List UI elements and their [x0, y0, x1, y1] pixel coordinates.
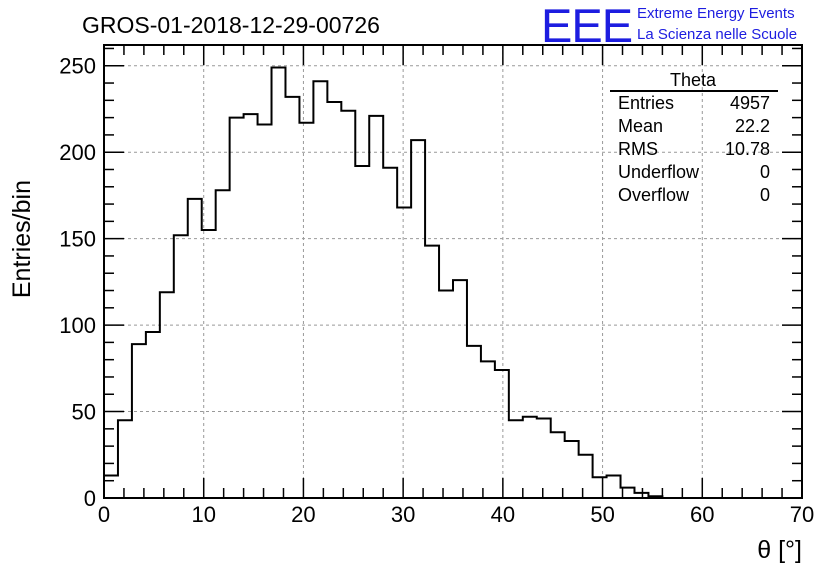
- eee-logo-mark: EEE: [541, 0, 632, 52]
- histogram-bin: [411, 140, 425, 498]
- grid-lines: [104, 45, 802, 498]
- stats-row-label: Mean: [618, 116, 663, 136]
- histogram-bin: [607, 476, 621, 498]
- axis-ticks: 0 10 20 30 40 50 60 70 0 50 100 150 200 250: [59, 45, 814, 527]
- stats-row-label: Entries: [618, 93, 674, 113]
- x-tick-label: 70: [790, 502, 814, 527]
- histogram-bin: [272, 67, 286, 498]
- histogram-bin: [285, 97, 299, 498]
- x-axis-label: θ [°]: [757, 536, 802, 564]
- stats-row-value: 0: [760, 162, 770, 182]
- histogram-bin: [188, 199, 202, 498]
- histogram-bin: [369, 116, 383, 498]
- stats-row-label: Overflow: [618, 185, 690, 205]
- y-axis-label: Entries/bin: [8, 180, 36, 298]
- x-tick-label: 50: [590, 502, 614, 527]
- eee-logo-line2: La Scienza nelle Scuole: [637, 26, 797, 43]
- x-tick-label: 40: [491, 502, 515, 527]
- x-tick-label: 30: [391, 502, 415, 527]
- stats-row-value: 4957: [730, 93, 770, 113]
- eee-logo: EEE Extreme Energy Events La Scienza nel…: [541, 0, 797, 52]
- y-tick-label: 0: [84, 486, 96, 511]
- histogram-bin: [579, 455, 593, 498]
- histogram-bin: [313, 81, 327, 498]
- histogram-bin: [397, 208, 411, 498]
- y-tick-label: 200: [59, 140, 96, 165]
- x-tick-label: 0: [98, 502, 110, 527]
- histogram-bin: [439, 291, 453, 498]
- histogram-bin: [216, 190, 230, 498]
- stats-row-value: 22.2: [735, 116, 770, 136]
- x-tick-label: 10: [191, 502, 215, 527]
- stats-row-label: RMS: [618, 139, 658, 159]
- histogram-bin: [230, 118, 244, 498]
- histogram-bin: [299, 123, 313, 498]
- histogram-bin: [383, 168, 397, 498]
- histogram-bin: [341, 111, 355, 498]
- y-tick-label: 150: [59, 227, 96, 252]
- histogram-bin: [174, 235, 188, 498]
- histogram-bin: [355, 166, 369, 498]
- histogram-bin: [453, 280, 467, 498]
- histogram-bin: [132, 344, 146, 498]
- histogram-bin: [593, 477, 607, 498]
- histogram-bin: [146, 332, 160, 498]
- histogram-bin: [244, 114, 258, 498]
- stats-row-value: 10.78: [725, 139, 770, 159]
- chart-title: GROS-01-2018-12-29-00726: [82, 12, 380, 38]
- histogram-bin: [104, 476, 118, 498]
- histogram-bin: [118, 420, 132, 498]
- x-tick-label: 20: [291, 502, 315, 527]
- histogram-bin: [160, 292, 174, 498]
- y-tick-label: 100: [59, 313, 96, 338]
- y-tick-label: 250: [59, 54, 96, 79]
- histogram-bin: [258, 125, 272, 498]
- histogram-bin: [467, 346, 481, 498]
- histogram-bin: [481, 361, 495, 498]
- x-tick-label: 60: [690, 502, 714, 527]
- histogram-bin: [509, 420, 523, 498]
- histogram-bin: [495, 370, 509, 498]
- stats-box: Theta Entries 4957 Mean 22.2 RMS 10.78 Underfl…: [610, 70, 778, 205]
- histogram-bin: [327, 102, 341, 498]
- histogram-bin: [523, 417, 537, 498]
- stats-rows: Entries 4957 Mean 22.2 RMS 10.78 Underflow 0 Ove…: [618, 93, 770, 205]
- y-tick-label: 50: [72, 400, 96, 425]
- histogram-bin: [425, 246, 439, 498]
- histogram-series: [103, 66, 802, 499]
- histogram-bin: [565, 441, 579, 498]
- stats-row-value: 0: [760, 185, 770, 205]
- plot-frame: [103, 44, 803, 499]
- histogram-bin: [537, 418, 551, 498]
- stats-title: Theta: [670, 70, 717, 90]
- eee-logo-line1: Extreme Energy Events: [637, 5, 795, 22]
- stats-row-label: Underflow: [618, 162, 700, 182]
